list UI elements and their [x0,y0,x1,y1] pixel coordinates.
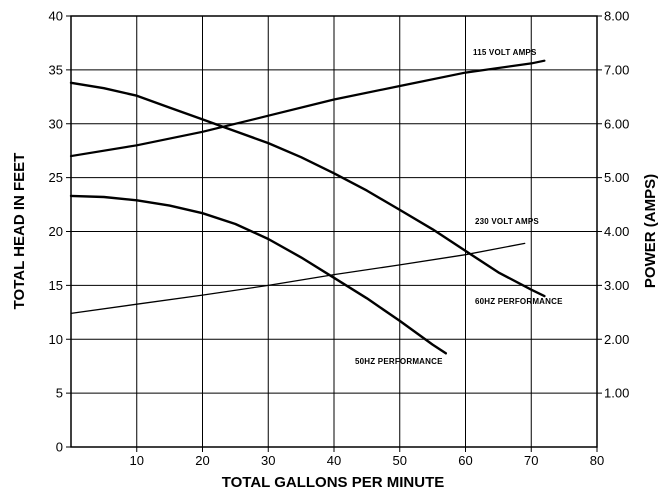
y2-tick-label: 6.00 [604,116,629,131]
label-50hz-performance: 50HZ PERFORMANCE [355,357,443,366]
curve-230-volt-amps [70,242,526,315]
y-tick-label: 5 [56,386,63,401]
y-tick-label: 10 [49,332,63,347]
x-tick-label: 60 [458,453,472,468]
y-tick-label: 15 [49,278,63,293]
y-tick-label: 25 [49,170,63,185]
label-60hz-performance: 60HZ PERFORMANCE [475,297,563,306]
y2-tick-label: 8.00 [604,9,629,24]
label-115-volt-amps: 115 VOLT AMPS [473,48,537,57]
y-tick-label: 0 [56,440,63,455]
y-tick-label: 20 [49,224,63,239]
curves [69,59,546,355]
x-tick-label: 70 [524,453,538,468]
x-tick-label: 20 [195,453,209,468]
y-tick-label: 35 [49,62,63,77]
y2-axis-title: POWER (AMPS) [642,174,659,288]
x-tick-label: 50 [393,453,407,468]
label-230-volt-amps: 230 VOLT AMPS [475,217,539,226]
x-tick-label: 30 [261,453,275,468]
y2-tick-label: 4.00 [604,224,629,239]
y2-tick-label: 7.00 [604,62,629,77]
curve-labels: 115 VOLT AMPS 230 VOLT AMPS 60HZ PERFORMAN… [355,48,563,366]
curve-115-volt-amps [69,59,546,158]
y-tick-label: 30 [49,116,63,131]
y2-tick-label: 5.00 [604,170,629,185]
curve-50hz-performance [69,194,447,355]
y2-tick-label: 1.00 [604,386,629,401]
y2-tick-label: 2.00 [604,332,629,347]
grid-lines [71,16,597,447]
x-axis-title: TOTAL GALLONS PER MINUTE [222,474,445,491]
y-tick-label: 40 [49,9,63,24]
x-tick-label: 40 [327,453,341,468]
y2-tick-label: 3.00 [604,278,629,293]
y-axis-title: TOTAL HEAD IN FEET [11,153,28,310]
tick-labels: 10 20 30 40 50 60 70 80 0 5 10 15 20 25 30 35 40 1.00 2.00… [49,9,630,469]
x-tick-label: 80 [590,453,604,468]
curve-60hz-performance [69,81,546,298]
x-tick-label: 10 [130,453,144,468]
